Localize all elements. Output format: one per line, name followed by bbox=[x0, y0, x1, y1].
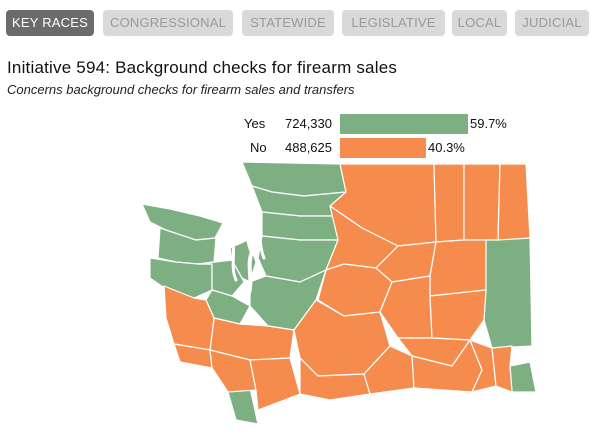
tab-legislative[interactable]: LEGISLATIVE bbox=[342, 10, 445, 36]
yes-bar bbox=[340, 114, 468, 134]
county-cowlitz[interactable] bbox=[209, 349, 257, 393]
no-bar bbox=[340, 138, 426, 158]
county-pacific[interactable] bbox=[163, 285, 215, 351]
puget-sound-water bbox=[244, 198, 255, 298]
county-clallam[interactable] bbox=[141, 203, 224, 241]
county-stevens[interactable] bbox=[463, 163, 501, 241]
tab-judicial[interactable]: JUDICIAL bbox=[515, 10, 589, 36]
tab-statewide[interactable]: STATEWIDE bbox=[242, 10, 334, 36]
hood-canal-water bbox=[230, 238, 238, 282]
county-skamania[interactable] bbox=[249, 357, 301, 411]
county-adams[interactable] bbox=[429, 289, 487, 341]
county-columbia[interactable] bbox=[469, 339, 497, 393]
county-snohomish[interactable] bbox=[261, 211, 345, 241]
no-votes: 488,625 bbox=[285, 140, 332, 155]
county-clark[interactable] bbox=[227, 387, 259, 425]
county-pend-oreille[interactable] bbox=[497, 163, 531, 241]
county-asotin[interactable] bbox=[509, 361, 537, 393]
county-lincoln[interactable] bbox=[429, 239, 487, 297]
no-label: No bbox=[250, 140, 267, 155]
tab-congressional[interactable]: CONGRESSIONAL bbox=[103, 10, 233, 36]
whidbey-water bbox=[254, 210, 266, 260]
tab-key-races[interactable]: KEY RACES bbox=[6, 10, 94, 36]
race-title: Initiative 594: Background checks for fi… bbox=[7, 58, 398, 77]
county-ferry[interactable] bbox=[433, 163, 465, 243]
tab-local[interactable]: LOCAL bbox=[452, 10, 507, 36]
yes-label: Yes bbox=[244, 116, 266, 131]
yes-votes: 724,330 bbox=[285, 116, 332, 131]
county-garfield[interactable] bbox=[491, 345, 513, 393]
race-subtitle: Concerns background checks for firearm s… bbox=[7, 82, 355, 97]
county-whitman[interactable] bbox=[483, 237, 533, 349]
no-percent: 40.3% bbox=[428, 140, 465, 155]
yes-percent: 59.7% bbox=[470, 116, 507, 131]
